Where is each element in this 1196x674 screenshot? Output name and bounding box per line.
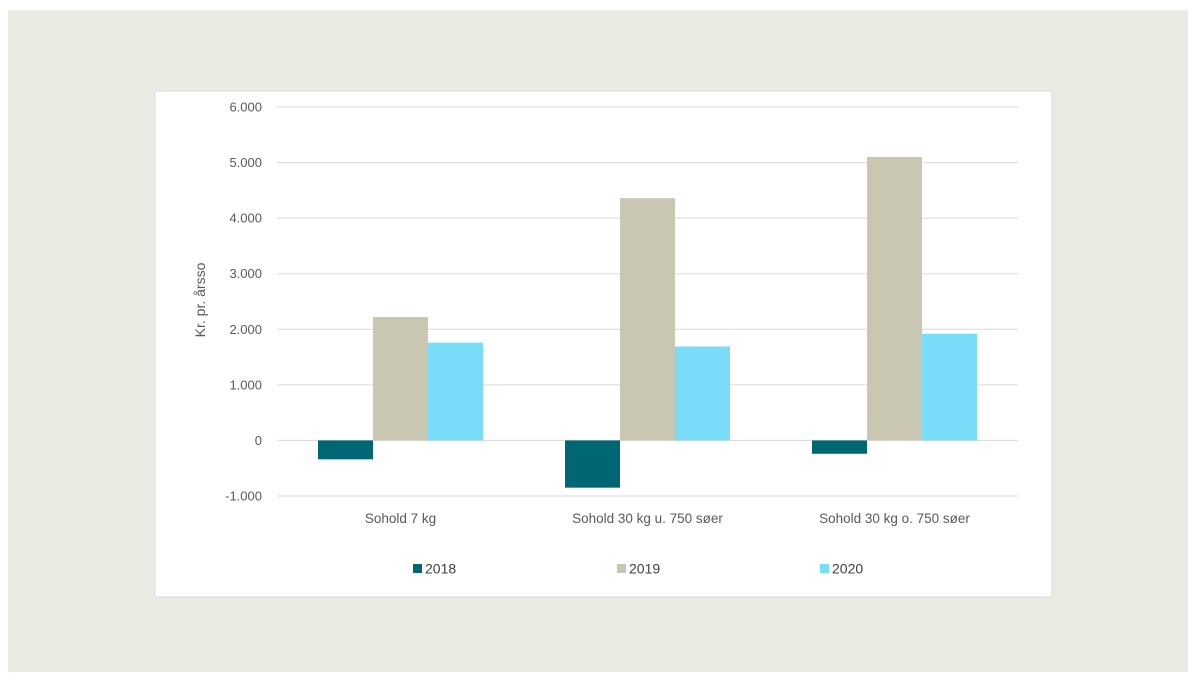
x-axis-categories: Sohold 7 kg Sohold 30 kg u. 750 søer Sohol… (365, 511, 971, 526)
bar-2018-2 (565, 440, 620, 488)
legend-label-2020: 2020 (832, 561, 863, 577)
legend-swatch-2019 (617, 564, 626, 573)
y-tick-label: 2.000 (229, 322, 262, 337)
bar-2019-2 (620, 198, 675, 441)
legend-label-2019: 2019 (629, 561, 660, 577)
y-tick-label: 1.000 (229, 377, 262, 392)
y-axis-ticks: 6.000 5.000 4.000 3.000 2.000 1.000 0 -1.000 (225, 100, 262, 504)
bar-2020-3 (922, 333, 977, 441)
y-tick-label: 6.000 (229, 100, 262, 115)
bars (318, 157, 977, 488)
y-tick-label: 3.000 (229, 266, 262, 281)
bar-2019-3 (867, 157, 922, 441)
bar-2018-3 (812, 440, 867, 454)
x-category-label: Sohold 30 kg o. 750 søer (819, 511, 970, 526)
bar-2018-1 (318, 440, 373, 460)
x-category-label: Sohold 7 kg (365, 511, 436, 526)
bar-2020-2 (675, 346, 730, 441)
legend: 2018 2019 2020 (413, 561, 863, 577)
legend-swatch-2018 (413, 564, 422, 573)
y-tick-label: 4.000 (229, 211, 262, 226)
y-tick-label: 5.000 (229, 155, 262, 170)
y-axis-label: Kr. pr. årsso (192, 262, 208, 337)
bar-2020-1 (428, 342, 483, 441)
bar-2019-1 (373, 317, 428, 441)
legend-label-2018: 2018 (425, 561, 456, 577)
y-tick-label: 0 (255, 433, 262, 448)
x-category-label: Sohold 30 kg u. 750 søer (572, 511, 723, 526)
legend-swatch-2020 (820, 564, 829, 573)
y-tick-label: -1.000 (225, 489, 262, 504)
